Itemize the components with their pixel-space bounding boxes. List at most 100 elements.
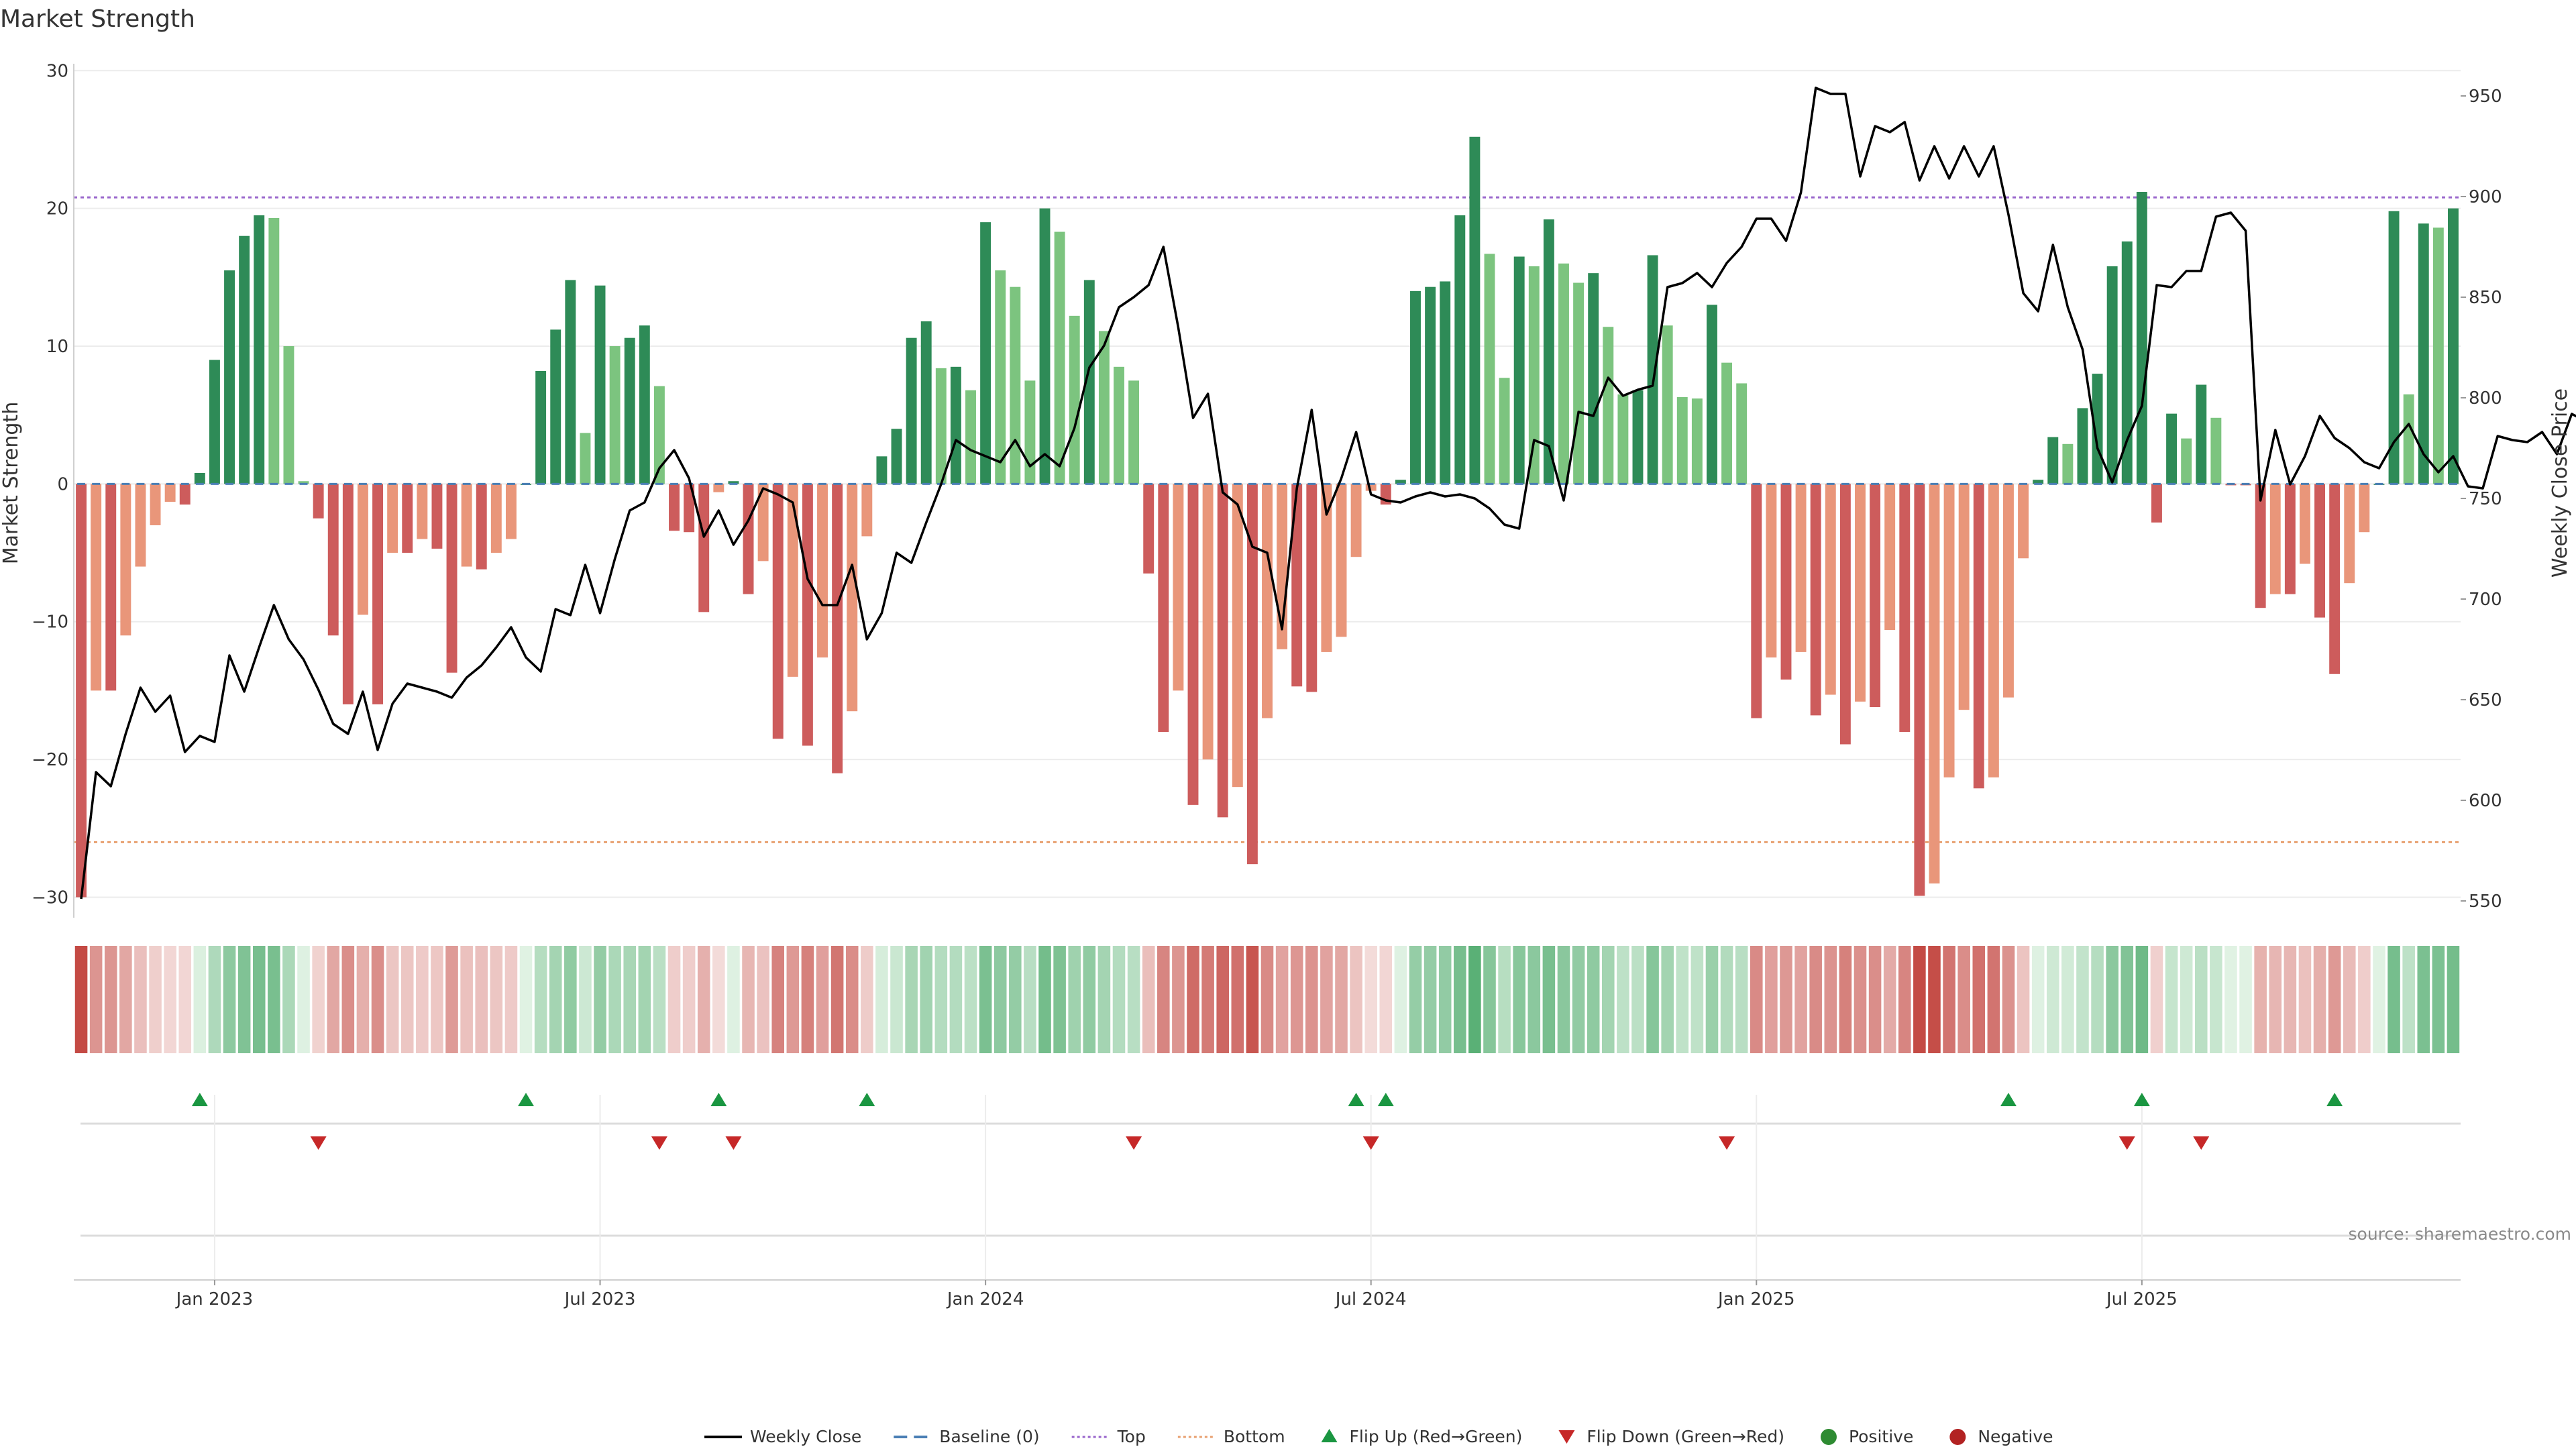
heat-cell bbox=[416, 946, 429, 1053]
heat-cell bbox=[638, 946, 651, 1053]
heat-cell bbox=[1201, 946, 1214, 1053]
strength-bar bbox=[1929, 484, 1940, 883]
strength-bar bbox=[2047, 437, 2059, 484]
strength-bar bbox=[1158, 484, 1169, 733]
heat-cell bbox=[1720, 946, 1733, 1053]
heat-cell bbox=[1438, 946, 1452, 1053]
legend-label: Flip Down (Green→Red) bbox=[1587, 1427, 1784, 1446]
heat-cell bbox=[905, 946, 918, 1053]
strength-bar bbox=[1187, 484, 1199, 805]
flip-up-marker bbox=[2000, 1093, 2017, 1106]
flip-up-marker bbox=[518, 1093, 535, 1106]
heat-cell bbox=[1987, 946, 2000, 1053]
strength-bar bbox=[594, 285, 606, 484]
heat-cell bbox=[2343, 946, 2356, 1053]
strength-bar bbox=[91, 484, 102, 691]
heat-cell bbox=[2254, 946, 2267, 1053]
y-axis-label-right: Weekly Close Price bbox=[2548, 388, 2572, 578]
heat-cell bbox=[920, 946, 932, 1053]
strength-bar bbox=[1440, 281, 1451, 484]
strength-bar bbox=[283, 346, 294, 484]
strength-bar bbox=[995, 270, 1006, 484]
strength-bar bbox=[653, 386, 665, 484]
heat-cell bbox=[1557, 946, 1570, 1053]
heat-cell bbox=[1142, 946, 1155, 1053]
heat-cell bbox=[2017, 946, 2030, 1053]
flip-down-marker bbox=[651, 1136, 667, 1150]
strength-bar bbox=[1395, 480, 1406, 484]
strength-bar bbox=[1039, 208, 1051, 484]
strength-bar bbox=[2403, 394, 2414, 484]
strength-bar bbox=[2418, 223, 2429, 484]
strength-bar bbox=[1054, 231, 1065, 484]
heat-cell bbox=[1913, 946, 1926, 1053]
strength-bar bbox=[1839, 484, 1851, 745]
legend-label: Baseline (0) bbox=[939, 1427, 1039, 1446]
heat-cell bbox=[757, 946, 769, 1053]
heat-cell bbox=[193, 946, 207, 1053]
heat-cell bbox=[1038, 946, 1051, 1053]
strength-bar bbox=[2329, 484, 2341, 674]
flip-up-marker bbox=[1348, 1093, 1364, 1106]
strength-bar bbox=[1662, 325, 1673, 484]
heat-cell bbox=[1676, 946, 1689, 1053]
heat-cell bbox=[1957, 946, 1970, 1053]
strength-bar bbox=[2106, 266, 2118, 484]
heat-cell bbox=[1246, 946, 1259, 1053]
strength-bar bbox=[550, 329, 561, 484]
legend-item: Positive bbox=[1820, 1427, 1913, 1446]
strength-bar bbox=[906, 337, 917, 484]
strength-bar bbox=[1543, 219, 1554, 484]
heat-cell bbox=[2150, 946, 2163, 1053]
heat-cell bbox=[490, 946, 503, 1053]
strength-bar bbox=[2300, 484, 2310, 564]
heat-cell bbox=[1765, 946, 1778, 1053]
weekly-close-path bbox=[80, 87, 2576, 900]
heat-cell bbox=[519, 946, 533, 1053]
heat-cell bbox=[2298, 946, 2312, 1053]
legend-triangle-up-icon bbox=[1321, 1429, 1338, 1442]
strength-bar bbox=[1707, 305, 1717, 484]
heat-cell bbox=[697, 946, 710, 1053]
flip-down-marker bbox=[1126, 1136, 1142, 1150]
heat-cell bbox=[861, 946, 873, 1053]
strength-bar bbox=[757, 484, 769, 561]
legend-label: Negative bbox=[1978, 1427, 2053, 1446]
flip-up-marker bbox=[2133, 1093, 2150, 1106]
heat-cell bbox=[1498, 946, 1511, 1053]
heat-cell bbox=[1809, 946, 1822, 1053]
heat-cell bbox=[1379, 946, 1393, 1053]
flip-up-marker bbox=[859, 1093, 875, 1106]
strength-bar bbox=[1232, 484, 1243, 788]
strength-bar bbox=[2255, 484, 2266, 608]
legend-item: Weekly Close bbox=[704, 1427, 861, 1446]
strength-bar bbox=[150, 484, 161, 525]
strength-bar bbox=[431, 484, 443, 549]
strength-bar bbox=[2077, 408, 2088, 484]
heat-cell bbox=[2328, 946, 2341, 1053]
heat-cell bbox=[1661, 946, 1674, 1053]
strength-bar bbox=[728, 481, 739, 484]
strength-bar bbox=[2196, 384, 2207, 484]
strength-bar bbox=[2447, 208, 2459, 484]
heat-cell bbox=[2031, 946, 2045, 1053]
legend-item: Flip Down (Green→Red) bbox=[1558, 1427, 1784, 1446]
strength-bar bbox=[268, 218, 280, 484]
y-tick-label-left: 30 bbox=[46, 61, 68, 81]
legend: Weekly Close Baseline (0) Top Bottom Flip Up… bbox=[704, 1427, 2053, 1446]
strength-bar bbox=[1632, 390, 1644, 484]
heat-cell bbox=[371, 946, 384, 1053]
strength-bar bbox=[1410, 290, 1421, 484]
strength-bar bbox=[1573, 282, 1585, 484]
legend-label: Bottom bbox=[1224, 1427, 1285, 1446]
strength-bar bbox=[2003, 484, 2014, 698]
strength-bar bbox=[802, 484, 813, 746]
x-tick-label: Jan 2023 bbox=[175, 1289, 254, 1309]
heat-cell bbox=[134, 946, 147, 1053]
heat-cell bbox=[2061, 946, 2074, 1053]
strength-bar bbox=[1321, 484, 1332, 652]
source-label: source: sharemaestro.com bbox=[2349, 1224, 2572, 1244]
heat-cell bbox=[682, 946, 696, 1053]
strength-bar bbox=[476, 484, 487, 570]
strength-bar bbox=[239, 235, 250, 484]
